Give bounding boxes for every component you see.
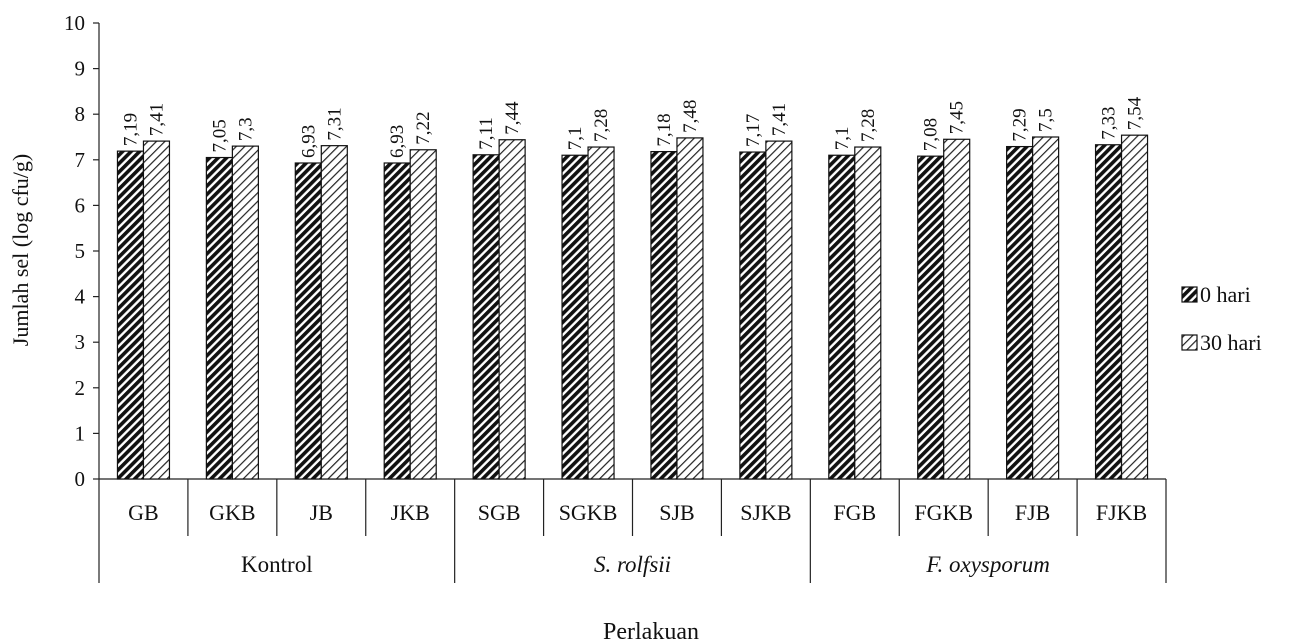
x-tick-label: JB: [310, 500, 333, 525]
bar-series-1: [206, 158, 232, 479]
data-label: 7,3: [235, 117, 256, 141]
data-label: 7,48: [680, 100, 701, 133]
data-label: 7,1: [565, 126, 586, 150]
y-tick-label: 10: [64, 11, 85, 35]
bar-series-1: [740, 152, 766, 479]
y-tick-label: 0: [75, 467, 86, 491]
bar-series-1: [295, 163, 321, 479]
bar-series-1: [562, 155, 588, 479]
x-tick-label: FJKB: [1096, 500, 1147, 525]
x-tick-label: GB: [128, 500, 159, 525]
y-tick-label: 6: [75, 193, 86, 217]
x-tick-label: GKB: [209, 500, 255, 525]
data-label: 7,05: [209, 119, 230, 152]
y-tick-label: 5: [75, 239, 86, 263]
data-label: 7,18: [654, 113, 675, 146]
bar-series-2: [766, 141, 792, 479]
legend-swatch: [1182, 335, 1197, 350]
data-label: 7,29: [1010, 108, 1031, 141]
plot-area: 0 1 2 3 4 5 6 7 8 9 10 GB GKB JB JKB SGB SGKB SJB SJKB FGB F…: [64, 11, 1166, 583]
bar-series-1: [117, 151, 143, 479]
data-label: 7,41: [769, 103, 790, 136]
data-label: 7,45: [947, 101, 968, 134]
bar-series-2: [944, 139, 970, 479]
y-tick-label: 4: [75, 285, 86, 309]
data-label: 7,33: [1099, 107, 1120, 140]
data-label: 7,11: [476, 117, 497, 150]
y-axis-title: Jumlah sel (log cfu/g): [8, 154, 33, 346]
bar-series-2: [1033, 137, 1059, 479]
x-tick-label: SJB: [659, 500, 694, 525]
x-tick-label: SGKB: [559, 500, 618, 525]
y-tick-label: 9: [75, 57, 86, 81]
bar-series-2: [321, 146, 347, 479]
y-tick-label: 2: [75, 376, 86, 400]
x-tick-label: JKB: [391, 500, 430, 525]
data-label: 7,22: [413, 112, 434, 145]
bar-series-1: [473, 155, 499, 479]
bar-series-2: [410, 150, 436, 479]
group-label: F. oxysporum: [925, 552, 1050, 577]
data-label: 7,28: [591, 109, 612, 142]
bar-series-2: [588, 147, 614, 479]
x-tick-label: FGB: [833, 500, 876, 525]
y-tick-label: 1: [75, 421, 86, 445]
data-label: 6,93: [387, 125, 408, 158]
bar-series-2: [1122, 135, 1148, 479]
data-label: 7,17: [743, 114, 764, 147]
bar-series-1: [651, 152, 677, 479]
legend-label: 30 hari: [1200, 330, 1262, 355]
data-label: 7,41: [146, 103, 167, 136]
bar-series-2: [677, 138, 703, 479]
data-label: 7,19: [120, 113, 141, 146]
legend-label: 0 hari: [1200, 282, 1251, 307]
bar-series-2: [855, 147, 881, 479]
y-tick-label: 8: [75, 102, 86, 126]
bar-series-1: [384, 163, 410, 479]
x-tick-label: SGB: [478, 500, 521, 525]
bar-series-1: [1007, 147, 1033, 479]
data-label: 7,54: [1125, 96, 1146, 130]
bar-series-1: [829, 155, 855, 479]
data-label: 7,08: [921, 118, 942, 151]
data-label: 6,93: [298, 125, 319, 158]
x-axis-title: Perlakuan: [603, 619, 699, 644]
data-label: 7,5: [1036, 108, 1057, 132]
y-tick-label: 3: [75, 330, 86, 354]
group-label: S. rolfsii: [594, 552, 671, 577]
data-label: 7,1: [832, 126, 853, 150]
legend: 0 hari 30 hari: [1182, 282, 1262, 355]
legend-swatch: [1182, 287, 1197, 302]
x-tick-label: FJB: [1015, 500, 1050, 525]
x-tick-label: SJKB: [740, 500, 791, 525]
data-label: 7,44: [502, 101, 523, 135]
y-tick-label: 7: [75, 148, 86, 172]
bar-series-2: [143, 141, 169, 479]
bar-series-1: [1096, 145, 1122, 479]
bar-series-2: [499, 140, 525, 479]
bar-series-2: [232, 146, 258, 479]
bar-series-1: [918, 156, 944, 479]
group-label: Kontrol: [241, 552, 313, 577]
data-label: 7,31: [324, 107, 345, 140]
data-label: 7,28: [858, 109, 879, 142]
x-tick-label: FGKB: [914, 500, 973, 525]
